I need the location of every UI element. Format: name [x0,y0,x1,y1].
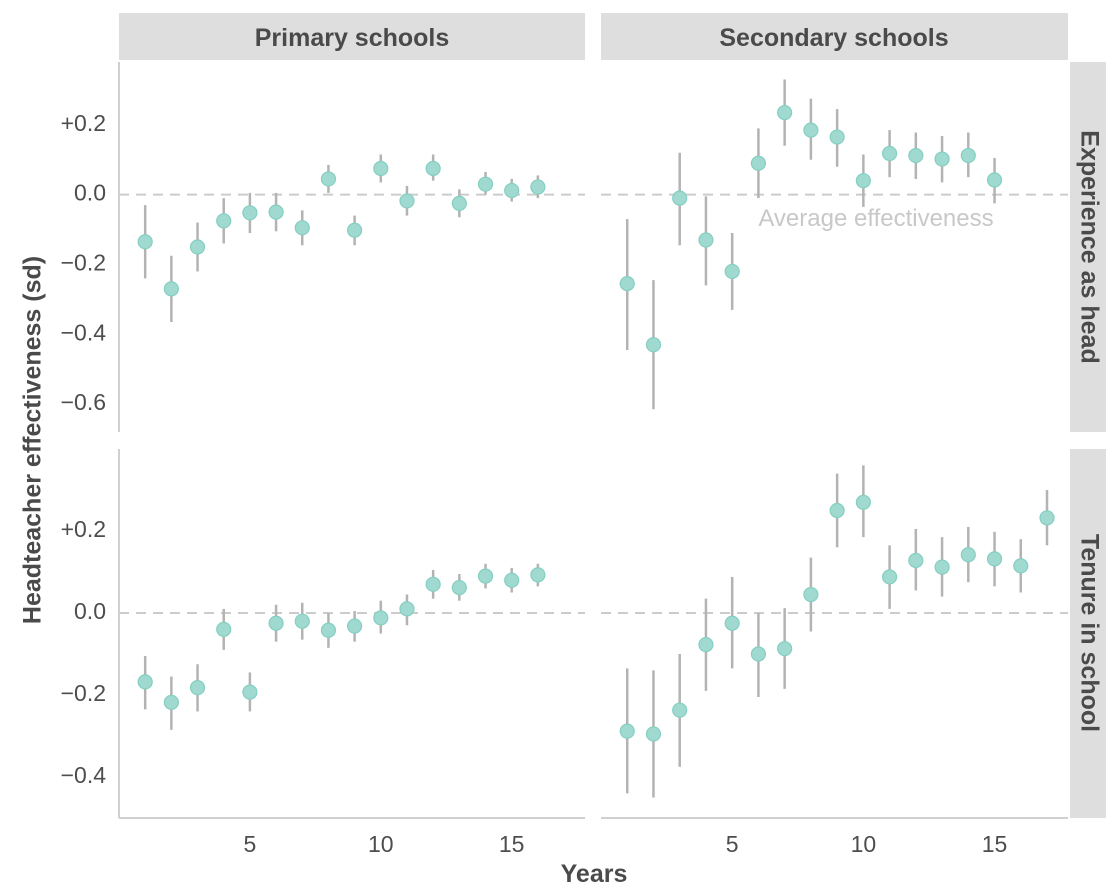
secondary-schools-experience-as-head-point [881,145,898,162]
secondary-schools-tenure-in-school-point [908,552,924,569]
secondary-schools-tenure-in-school-point [698,636,714,653]
primary-schools-experience-as-head-point [425,160,441,177]
primary-schools-experience-as-head-point [189,239,206,255]
primary-schools-experience-as-head-point [530,179,546,195]
secondary-schools-experience-as-head-point [672,190,688,206]
secondary-schools-tenure-in-school-point [803,586,819,603]
reference-line-annotation: Average effectiveness [758,205,993,232]
primary-schools-tenure-in-school-point [425,576,441,592]
secondary-schools-tenure-in-school-point [934,559,950,575]
secondary-schools-experience-as-head-point [934,151,950,167]
primary-schools-experience-as-head-y-tick-label: −0.6 [61,389,106,415]
strip-primary-label: Primary schools [255,24,450,52]
primary-schools-tenure-in-school-point [294,613,310,629]
primary-schools-experience-as-head-point [504,182,520,199]
secondary-schools-tenure-in-school-point [777,641,793,657]
primary-schools-experience-as-head-y-tick-label: −0.4 [61,319,107,345]
primary-schools-experience-as-head-point [320,171,337,187]
secondary-schools-tenure-in-school-x-tick-label: 15 [982,831,1008,857]
strip-tenure-label: Tenure in school [1075,534,1103,732]
secondary-schools-tenure-in-school-point [1013,558,1029,574]
secondary-schools-experience-as-head-point [698,232,714,248]
primary-schools-experience-as-head-point [242,205,258,221]
primary-schools-tenure-in-school-point [504,572,520,588]
secondary-schools-experience-as-head-point [750,155,767,171]
secondary-schools-experience-as-head-point [960,147,976,164]
secondary-schools-tenure-in-school-point [855,494,871,510]
primary-schools-experience-as-head-y-tick-label: +0.2 [61,110,106,136]
primary-schools-tenure-in-school-x-tick-label: 15 [499,831,525,857]
secondary-schools-experience-as-head-point [803,122,819,138]
primary-schools-experience-as-head-point [373,160,389,177]
strip-primary-bg [119,13,585,60]
primary-schools-tenure-in-school-point [530,567,546,583]
primary-schools-tenure-in-school-point [373,610,389,626]
primary-schools-experience-as-head-point [268,204,284,220]
secondary-schools-tenure-in-school-x-tick-label: 5 [726,831,739,857]
primary-schools-tenure-in-school-point [347,618,363,634]
secondary-schools-tenure-in-school-point [672,702,688,718]
primary-schools-experience-as-head-point [137,234,153,250]
primary-schools-tenure-in-school-y-tick-label: +0.2 [61,516,106,542]
strip-experience-label: Experience as head [1075,130,1103,363]
secondary-schools-experience-as-head-point [908,147,924,164]
primary-schools-tenure-in-school-point [399,601,415,617]
primary-schools-tenure-in-school-point [216,621,232,638]
primary-schools-experience-as-head-point [216,213,232,229]
primary-schools-experience-as-head-point [451,195,467,211]
primary-schools-tenure-in-school-y-tick-label: 0.0 [74,598,106,624]
secondary-schools-tenure-in-school-point [1039,510,1055,526]
primary-schools-experience-as-head-point [347,222,363,238]
strip-secondary-label: Secondary schools [719,24,948,52]
x-axis-title: Years [561,860,628,888]
primary-schools-tenure-in-school-point [268,615,284,631]
primary-schools-experience-as-head-point [294,220,310,236]
secondary-schools-experience-as-head-point [855,173,871,189]
secondary-schools-experience-as-head-point [645,337,662,353]
secondary-schools-experience-as-head-point [619,276,635,292]
secondary-schools-tenure-in-school-point [619,723,635,739]
primary-schools-experience-as-head-point [477,176,494,192]
primary-schools-experience-as-head-y-tick-label: 0.0 [74,180,106,206]
secondary-schools-tenure-in-school-point [881,569,898,585]
primary-schools-experience-as-head-point [399,193,415,209]
primary-schools-tenure-in-school-point [451,579,467,596]
chart-marks: +0.2 0.0 −0.2 −0.4 −0.6 +0.2 0.0 −0.2 −0.4 5 10 15 5… [61,79,1068,857]
strip-experience-bg [1070,62,1106,432]
secondary-schools-tenure-in-school-x-tick-label: 10 [851,831,877,857]
secondary-schools-tenure-in-school-point [829,502,845,519]
primary-schools-tenure-in-school-point [137,674,153,690]
secondary-schools-experience-as-head-point [829,129,845,145]
secondary-schools-tenure-in-school-point [960,547,976,563]
secondary-schools-tenure-in-school-point [750,646,767,662]
secondary-schools-experience-as-head-point [986,172,1003,188]
primary-schools-tenure-in-school-point [163,694,179,710]
primary-schools-tenure-in-school-y-tick-label: −0.2 [61,680,106,706]
primary-schools-tenure-in-school-point [189,680,206,696]
secondary-schools-tenure-in-school-point [986,551,1003,567]
primary-schools-tenure-in-school-x-tick-label: 10 [368,831,394,857]
secondary-schools-tenure-in-school-point [645,726,662,742]
primary-schools-experience-as-head-point [163,281,179,297]
secondary-schools-tenure-in-school-point [724,615,740,631]
secondary-schools-experience-as-head-point [777,105,793,121]
strip-tenure-bg [1070,449,1106,818]
secondary-schools-experience-as-head-point [724,263,740,280]
primary-schools-tenure-in-school-point [477,568,494,584]
primary-schools-tenure-in-school-point [242,684,258,700]
y-axis-title: Headteacher effectiveness (sd) [19,256,47,624]
primary-schools-experience-as-head-y-tick-label: −0.2 [61,250,106,276]
primary-schools-tenure-in-school-x-tick-label: 5 [244,831,257,857]
strip-secondary-bg [601,13,1068,60]
primary-schools-tenure-in-school-y-tick-label: −0.4 [61,762,107,788]
primary-schools-tenure-in-school-point [320,622,337,638]
